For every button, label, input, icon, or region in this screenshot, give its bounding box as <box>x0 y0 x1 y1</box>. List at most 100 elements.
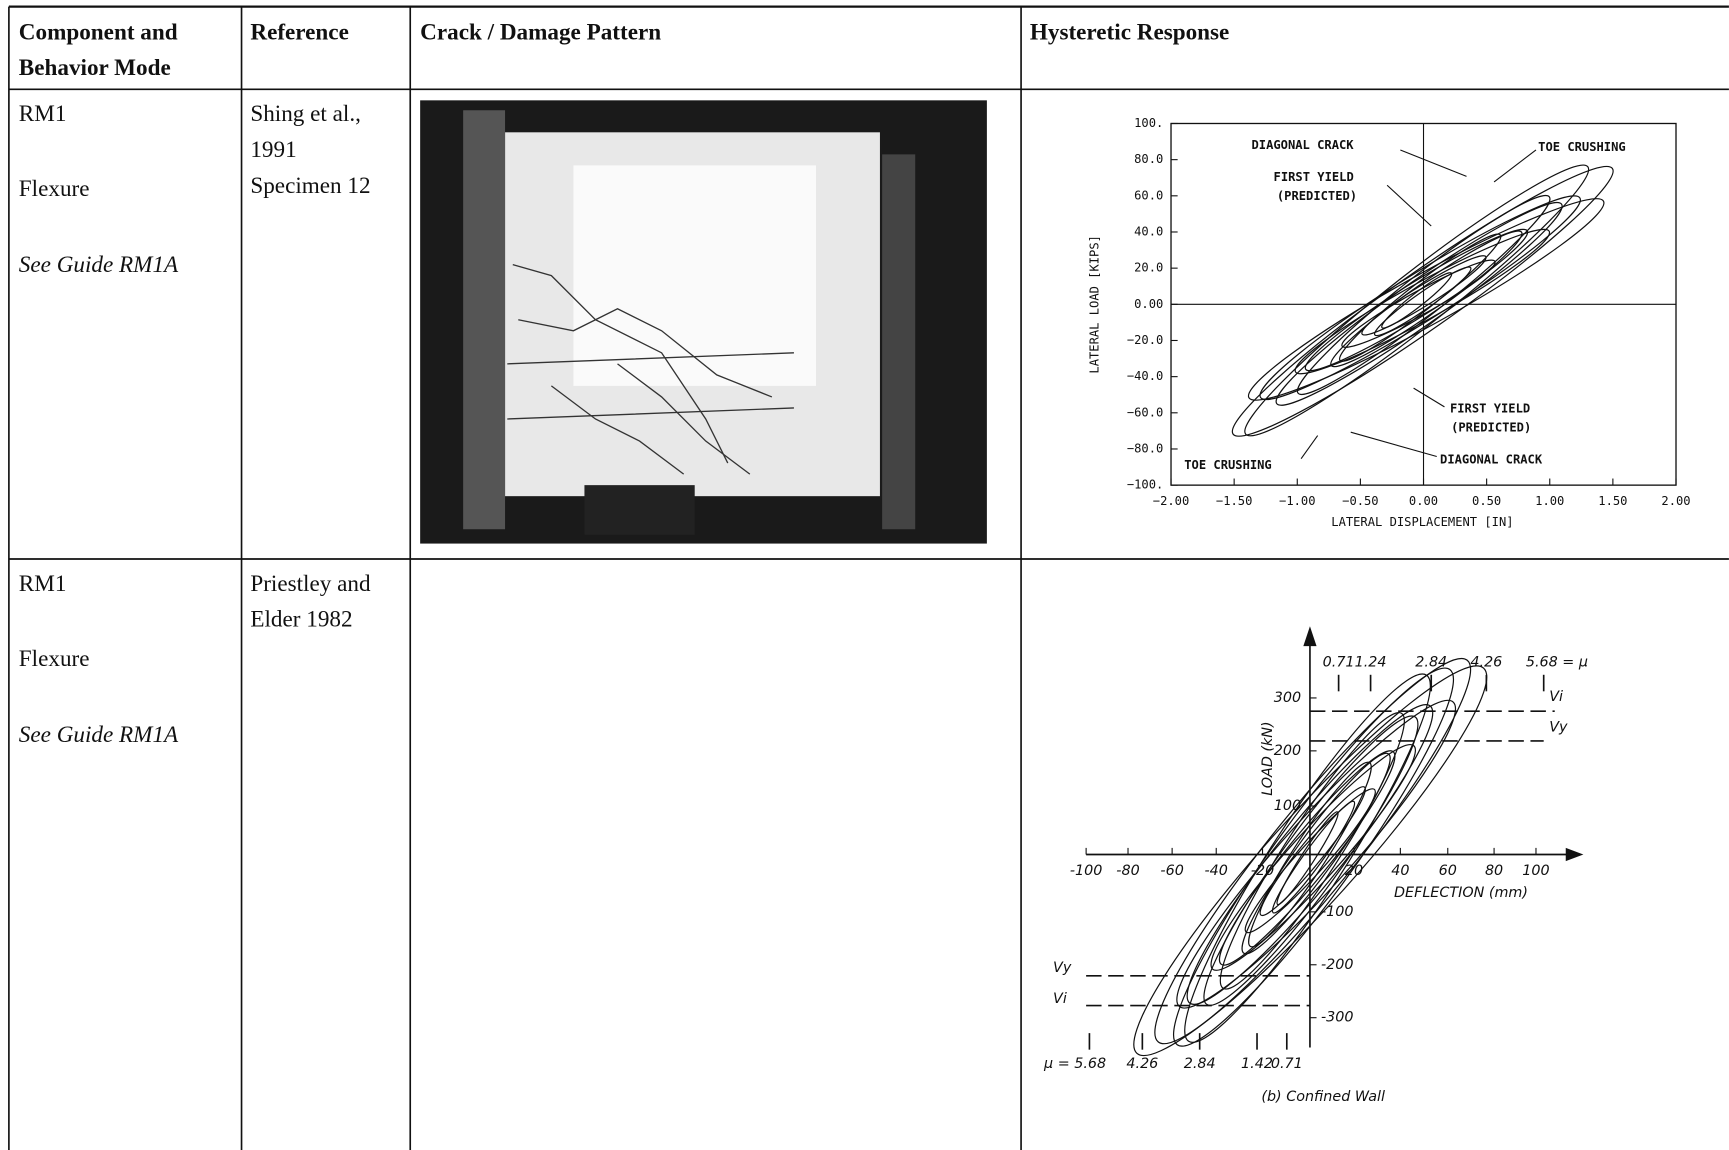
x-tick-label: −1.50 <box>1216 494 1252 508</box>
leader-line <box>1350 431 1437 458</box>
x-tick-label: 1.50 <box>1598 494 1627 508</box>
x-tick-label: 2.00 <box>1661 494 1690 508</box>
caption: (b) Confined Wall <box>1261 1089 1385 1105</box>
y-tick-label: −80.0 <box>1127 441 1163 455</box>
loop <box>1276 811 1339 906</box>
ductility-label: 1.42 <box>1241 1056 1273 1072</box>
loop <box>1154 657 1472 1045</box>
y-tick-label: −20.0 <box>1127 333 1163 347</box>
loop <box>1259 786 1366 917</box>
reference: 1991 <box>250 137 296 163</box>
loop <box>1373 266 1472 337</box>
y-tick-label: 300 <box>1274 690 1301 706</box>
hysteresis-loops <box>1231 164 1614 437</box>
y-tick-label: -200 <box>1321 957 1354 973</box>
y-tick-label: 100. <box>1134 116 1163 130</box>
x-tick-label: −0.50 <box>1342 494 1378 508</box>
reference: Shing et al., <box>250 101 361 127</box>
crack-photo <box>420 100 987 544</box>
annotation: (PREDICTED) <box>1277 189 1357 203</box>
loop <box>1271 800 1356 914</box>
loop <box>1361 255 1487 336</box>
x-tick-label: 0.50 <box>1472 494 1501 508</box>
x-tick-label: 40 <box>1391 863 1409 879</box>
table-grid <box>8 5 1729 1150</box>
x-tick-label: 1.00 <box>1535 494 1564 508</box>
hysteresis-loops <box>1133 657 1488 1057</box>
loop <box>1244 164 1590 437</box>
annotation: DIAGONAL CRACK <box>1440 452 1543 466</box>
guide-reference: See Guide RM1A <box>19 722 179 748</box>
x-tick-label: 60 <box>1439 863 1457 879</box>
column-header: Reference <box>250 19 348 45</box>
leader-line <box>1413 387 1445 408</box>
x-axis-label: LATERAL DISPLACEMENT [IN] <box>1331 515 1513 529</box>
shear-label: Vi <box>1549 689 1563 705</box>
y-axis-label: LOAD (kN) <box>1260 721 1276 795</box>
behavior-mode: Flexure <box>19 176 90 202</box>
column-header: Hysteretic Response <box>1030 19 1229 45</box>
leader-line <box>1386 184 1432 227</box>
annotation: FIRST YIELD <box>1274 170 1354 184</box>
x-tick-label: −1.00 <box>1279 494 1315 508</box>
loop <box>1210 743 1416 971</box>
y-tick-label: 40.0 <box>1134 224 1163 238</box>
x-tick-label: 0.00 <box>1409 494 1438 508</box>
column-header: Component and <box>19 19 178 45</box>
ductility-label: 0.71 <box>1323 655 1355 671</box>
reference: Specimen 12 <box>250 173 370 199</box>
reference: Priestley and <box>250 571 371 597</box>
leader-lines <box>1300 149 1537 459</box>
component: RM1 <box>19 571 67 597</box>
y-tick-label: 80.0 <box>1134 152 1163 166</box>
loop <box>1294 228 1551 375</box>
arrow <box>1565 847 1584 862</box>
annotation: DIAGONAL CRACK <box>1252 138 1355 152</box>
annotation: TOE CRUSHING <box>1184 458 1271 472</box>
loop <box>1259 195 1581 401</box>
y-tick-label: 0.00 <box>1134 297 1163 311</box>
y-tick-label: 20.0 <box>1134 261 1163 275</box>
ductility-label: 2.84 <box>1184 1056 1216 1072</box>
shear-label: Vi <box>1053 991 1067 1007</box>
guide-reference: See Guide RM1A <box>19 252 179 278</box>
shear-label: Vy <box>1053 960 1072 976</box>
ductility-label: 0.71 <box>1271 1056 1303 1072</box>
y-tick-label: 100 <box>1274 798 1301 814</box>
column-header: Crack / Damage Pattern <box>420 19 661 45</box>
ductility-label: μ = 5.68 <box>1043 1056 1106 1072</box>
ductility-label: 1.24 <box>1355 655 1387 671</box>
x-tick-label: -80 <box>1116 863 1139 879</box>
loop <box>1176 699 1457 1009</box>
loop <box>1203 715 1419 1006</box>
x-tick-label: -100 <box>1070 863 1103 879</box>
behavior-mode: Flexure <box>19 646 90 672</box>
loop <box>1247 198 1605 401</box>
reference: Elder 1982 <box>250 607 352 633</box>
loop <box>1172 667 1455 1047</box>
y-axis-label: LATERAL LOAD [KIPS] <box>1087 235 1101 374</box>
y-tick-label: 60.0 <box>1134 188 1163 202</box>
y-tick-label: −40.0 <box>1127 369 1163 383</box>
x-tick-label: -40 <box>1205 863 1228 879</box>
ductility-label: 5.68 = μ <box>1526 655 1588 671</box>
shear-label: Vy <box>1549 720 1568 736</box>
x-tick-label: −2.00 <box>1153 494 1189 508</box>
component: RM1 <box>19 101 67 127</box>
x-tick-label: 80 <box>1485 863 1503 879</box>
loop <box>1275 201 1563 406</box>
leader-line <box>1400 149 1467 177</box>
y-tick-label: −60.0 <box>1127 405 1163 419</box>
column-header: Behavior Mode <box>19 55 171 81</box>
x-tick-label: 100 <box>1522 863 1549 879</box>
y-tick-label: −100. <box>1127 478 1163 492</box>
leader-line <box>1493 149 1537 183</box>
loop <box>1219 711 1405 990</box>
y-tick-label: 200 <box>1274 743 1301 759</box>
loop <box>1218 750 1396 966</box>
ductility-label: 4.26 <box>1470 655 1502 671</box>
x-axis-label: DEFLECTION (mm) <box>1394 885 1528 901</box>
annotation: (PREDICTED) <box>1451 420 1531 434</box>
leader-line <box>1300 435 1319 459</box>
